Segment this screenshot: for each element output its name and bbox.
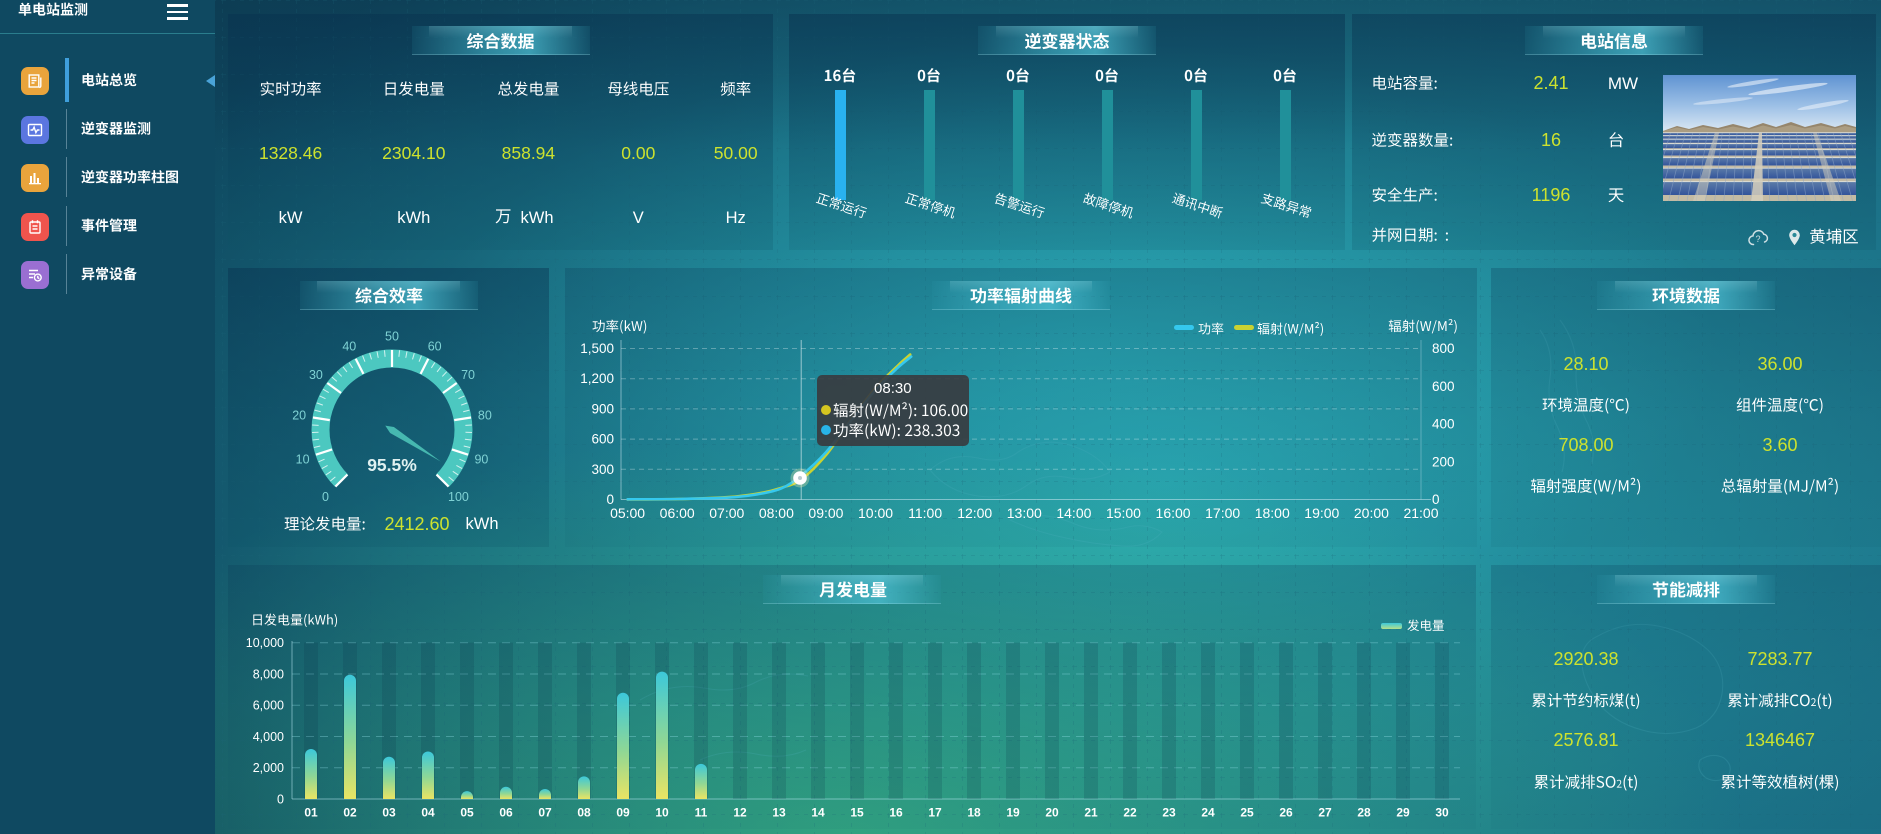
svg-text:?: ? <box>1755 234 1760 244</box>
